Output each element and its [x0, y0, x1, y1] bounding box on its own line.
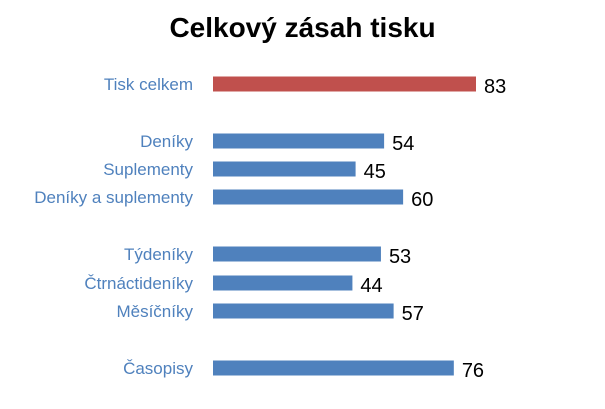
bar	[213, 133, 385, 149]
data-label: 60	[411, 189, 433, 211]
category-label: Tisk celkem	[104, 75, 193, 94]
bar	[213, 303, 394, 319]
bar	[213, 360, 454, 376]
bars-layer: Tisk celkem 83 Deníky 54 Suplementy 45 Deníky …	[34, 75, 506, 382]
category-label: Deníky	[140, 132, 193, 151]
bar	[213, 246, 381, 262]
category-label: Týdeníky	[124, 245, 193, 264]
chart-title: Celkový zásah tisku	[169, 12, 436, 43]
category-label: Suplementy	[103, 160, 193, 179]
bar	[213, 76, 476, 92]
bar	[213, 275, 353, 291]
category-label: Čtrnáctideníky	[84, 274, 193, 293]
data-label: 45	[364, 161, 386, 183]
data-label: 44	[360, 275, 382, 297]
category-label: Časopisy	[123, 359, 193, 378]
bar	[213, 189, 404, 205]
category-label: Deníky a suplementy	[34, 188, 193, 207]
data-label: 57	[402, 303, 424, 325]
data-label: 54	[392, 133, 414, 155]
bar	[213, 161, 356, 177]
data-label: 76	[462, 360, 484, 382]
data-label: 83	[484, 76, 506, 98]
category-label: Měsíčníky	[116, 302, 193, 321]
data-label: 53	[389, 246, 411, 268]
